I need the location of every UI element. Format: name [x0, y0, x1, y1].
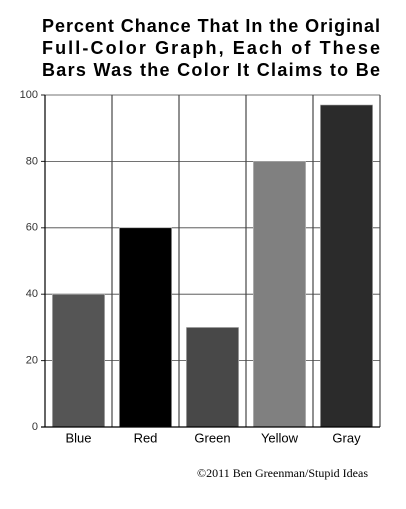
x-tick-label: Green — [194, 430, 230, 445]
y-tick-label: 20 — [26, 355, 38, 367]
y-tick-label: 0 — [32, 421, 38, 433]
chart-title: Bars Was the Color It Claims to Be — [42, 60, 380, 80]
bar — [253, 161, 306, 428]
x-tick-label: Gray — [332, 430, 361, 445]
bar — [52, 293, 105, 428]
x-tick-label: Red — [134, 430, 158, 445]
bar — [320, 104, 373, 428]
chart-title: Full-Color Graph, Each of These — [42, 38, 380, 58]
y-tick-label: 60 — [26, 222, 38, 234]
y-tick-label: 40 — [26, 288, 38, 300]
y-tick-label: 100 — [20, 89, 38, 101]
chart-title: Percent Chance That In the Original — [42, 16, 380, 36]
x-tick-label: Yellow — [261, 430, 299, 445]
x-tick-label: Blue — [65, 430, 91, 445]
bar — [119, 227, 172, 428]
y-tick-label: 80 — [26, 155, 38, 167]
credit: ©2011 Ben Greenman/Stupid Ideas — [197, 466, 368, 480]
bar — [186, 327, 239, 428]
